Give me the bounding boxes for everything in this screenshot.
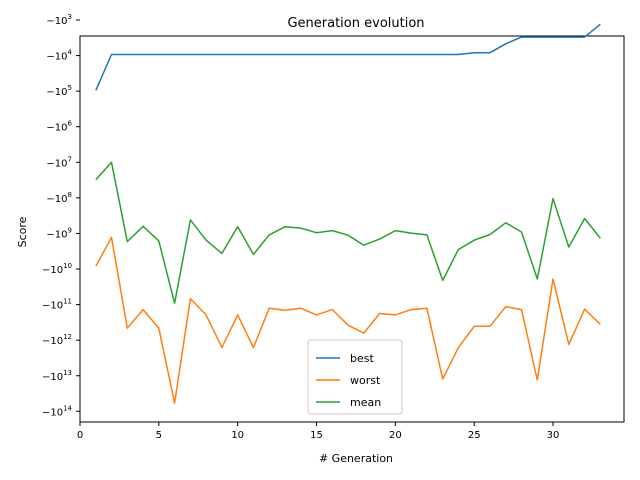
x-tick-label: 0 (77, 430, 83, 441)
y-tick-label: −109 (46, 226, 72, 240)
series-line-mean (95, 161, 601, 304)
y-tick-label: −104 (46, 49, 72, 63)
x-tick-label: 30 (547, 430, 560, 441)
legend-label-worst: worst (350, 374, 381, 387)
chart-title: Generation evolution (287, 16, 424, 31)
y-axis-label: Score (16, 216, 29, 247)
y-tick-label: −107 (46, 155, 72, 169)
y-tick-label: −1012 (42, 333, 72, 347)
y-tick-label: −105 (46, 84, 72, 98)
x-tick-label: 15 (310, 430, 323, 441)
y-tick-label: −1013 (42, 369, 72, 383)
legend-label-best: best (350, 352, 374, 365)
x-axis-label: # Generation (319, 452, 393, 465)
x-tick-label: 5 (156, 430, 162, 441)
y-tick-label: −108 (46, 191, 72, 205)
series-line-best (95, 23, 601, 91)
x-tick-label: 20 (389, 430, 402, 441)
series-line-worst (95, 236, 601, 404)
plot-area: 0 5 10 15 20 25 30 −103 −104 −105 −106 −107 −108 −109… (42, 13, 625, 441)
y-tick-label: −103 (46, 13, 72, 27)
y-tick-label: −1011 (42, 298, 72, 312)
x-tick-label: 25 (468, 430, 481, 441)
y-tick-label: −1014 (42, 404, 73, 418)
y-tick-label: −106 (46, 120, 72, 134)
legend-label-mean: mean (350, 396, 381, 409)
plot-frame (79, 35, 625, 423)
y-tick-label: −1010 (42, 262, 72, 276)
x-tick-label: 10 (231, 430, 244, 441)
